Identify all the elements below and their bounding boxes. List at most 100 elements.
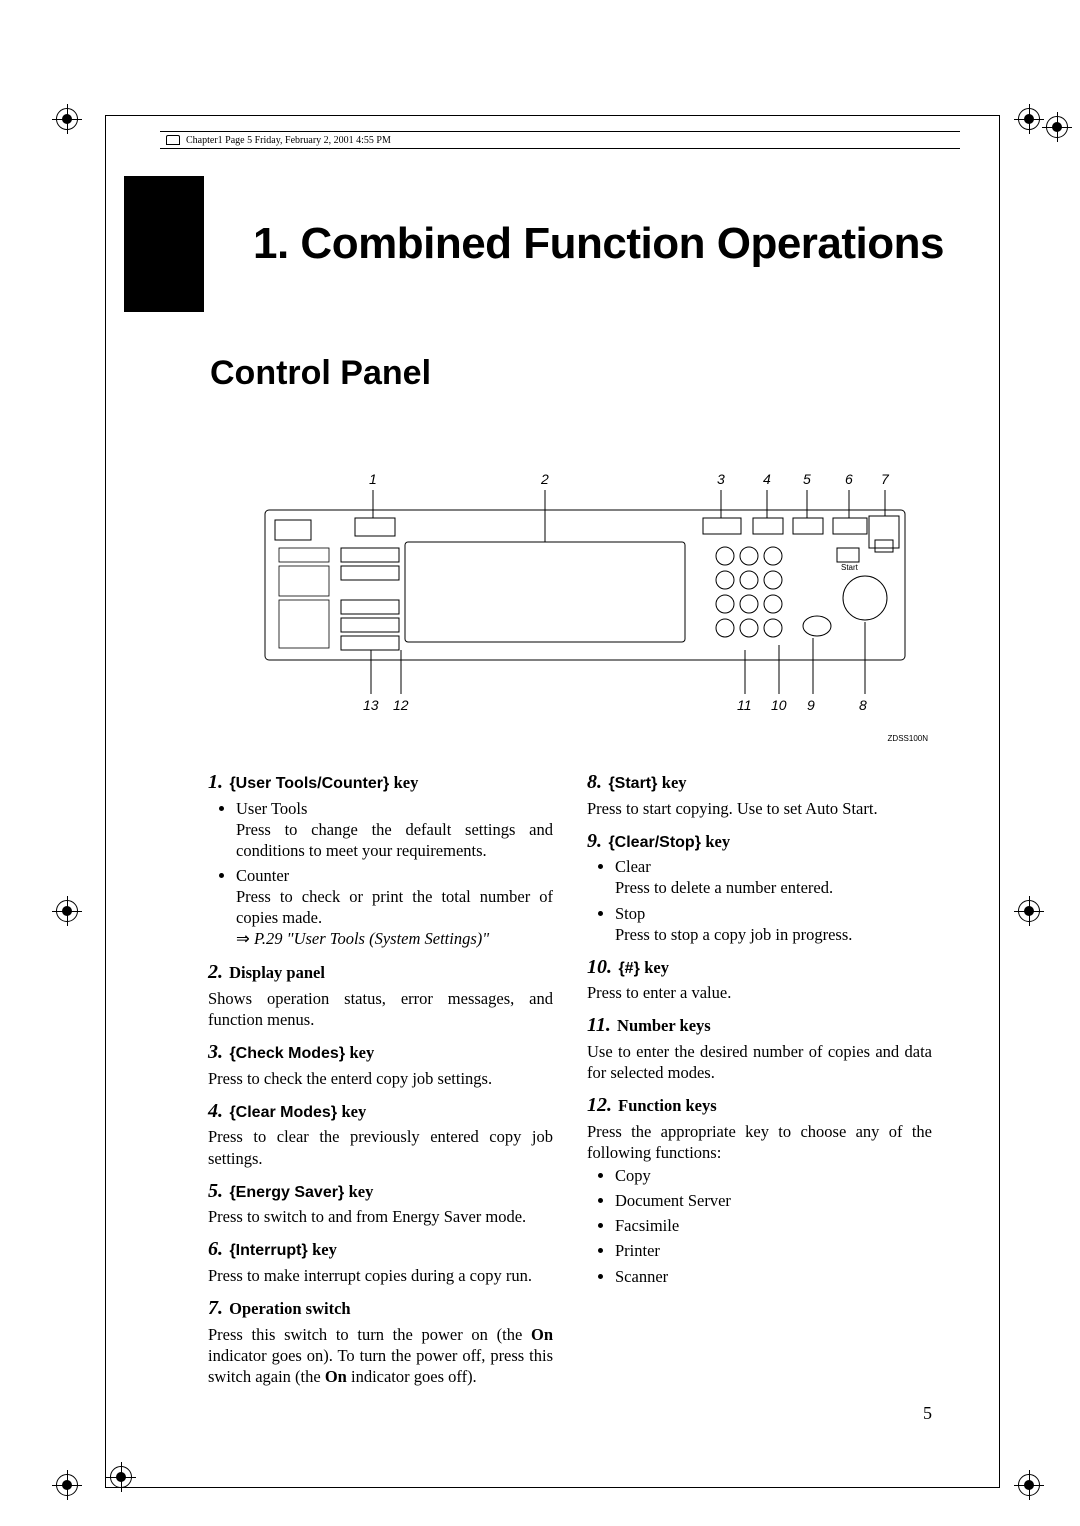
item-plain-title: Number keys — [613, 1016, 711, 1035]
fn-list-item: Facsimile — [615, 1215, 932, 1236]
body-item: 8. {Start} keyPress to start copying. Us… — [587, 770, 932, 819]
item-heading: 5. {Energy Saver} key — [208, 1179, 553, 1205]
item-number: 10. — [587, 956, 612, 978]
reg-mark — [1018, 900, 1040, 922]
item-heading: 6. {Interrupt} key — [208, 1237, 553, 1263]
title-black-bar — [124, 176, 204, 312]
key-name: Interrupt — [236, 1242, 302, 1259]
item-heading: 9. {Clear/Stop} key — [587, 829, 932, 855]
sub-item: StopPress to stop a copy job in progress… — [615, 903, 932, 945]
key-name: Energy Saver — [236, 1184, 338, 1201]
body-item: 4. {Clear Modes} keyPress to clear the p… — [208, 1099, 553, 1169]
body-item: 12. Function keysPress the appropriate k… — [587, 1093, 932, 1286]
body-item: 11. Number keysUse to enter the desired … — [587, 1013, 932, 1083]
page-number: 5 — [923, 1403, 932, 1424]
item-text: Press to switch to and from Energy Saver… — [208, 1206, 553, 1227]
svg-text:8: 8 — [859, 697, 867, 713]
item-heading: 1. {User Tools/Counter} key — [208, 770, 553, 796]
sub-item: CounterPress to check or print the total… — [236, 865, 553, 950]
key-name: Start — [615, 775, 651, 792]
svg-text:11: 11 — [737, 697, 752, 713]
header-meta: Chapter1 Page 5 Friday, February 2, 2001… — [160, 131, 960, 149]
item-number: 3. — [208, 1041, 223, 1063]
item-plain-title: Function keys — [614, 1096, 717, 1115]
reg-mark — [1018, 1474, 1040, 1496]
svg-text:9: 9 — [807, 697, 815, 713]
item-number: 4. — [208, 1100, 223, 1122]
body-columns: 1. {User Tools/Counter} keyUser ToolsPre… — [208, 770, 932, 1446]
figure-code: ZDSS100N — [888, 734, 928, 743]
reg-mark — [56, 108, 78, 130]
sub-list: ClearPress to delete a number entered. St… — [587, 856, 932, 944]
svg-text:10: 10 — [771, 697, 787, 713]
item-number: 5. — [208, 1180, 223, 1202]
book-icon — [166, 135, 180, 145]
item-number: 11. — [587, 1014, 611, 1036]
header-meta-text: Chapter1 Page 5 Friday, February 2, 2001… — [186, 135, 391, 146]
reg-mark — [56, 1474, 78, 1496]
item-heading: 4. {Clear Modes} key — [208, 1099, 553, 1125]
fn-list-item: Scanner — [615, 1266, 932, 1287]
item-number: 9. — [587, 830, 602, 852]
key-name: Clear Modes — [236, 1104, 331, 1121]
svg-text:1: 1 — [369, 471, 377, 487]
item-heading: 3. {Check Modes} key — [208, 1040, 553, 1066]
item-text: Press to make interrupt copies during a … — [208, 1265, 553, 1286]
item-text: Shows operation status, error messages, … — [208, 988, 553, 1030]
chapter-title: 1. Combined Function Operations — [253, 221, 944, 267]
control-panel-diagram: 1234567 — [245, 470, 925, 720]
item-text: Press to clear the previously entered co… — [208, 1126, 553, 1168]
item-plain-title: Display panel — [225, 963, 325, 982]
reg-mark — [1046, 116, 1068, 138]
body-item: 1. {User Tools/Counter} keyUser ToolsPre… — [208, 770, 553, 950]
item-text: Press to start copying. Use to set Auto … — [587, 798, 932, 819]
item-number: 8. — [587, 771, 602, 793]
item-heading: 10. {#} key — [587, 955, 932, 981]
body-item: 2. Display panelShows operation status, … — [208, 960, 553, 1030]
item-number: 7. — [208, 1297, 223, 1319]
item-plain-title: Operation switch — [225, 1299, 351, 1318]
key-name: Clear/Stop — [615, 834, 695, 851]
body-item: 7. Operation switch Press this switch to … — [208, 1296, 553, 1387]
body-item: 3. {Check Modes} keyPress to check the e… — [208, 1040, 553, 1089]
sub-item: User ToolsPress to change the default se… — [236, 798, 553, 861]
svg-text:12: 12 — [393, 697, 409, 713]
fn-list-item: Printer — [615, 1240, 932, 1261]
diagram-svg: 1234567 — [245, 470, 925, 720]
svg-text:7: 7 — [881, 471, 890, 487]
sub-item: ClearPress to delete a number entered. — [615, 856, 932, 898]
item-text: Press the appropriate key to choose any … — [587, 1121, 932, 1163]
item-number: 2. — [208, 961, 223, 983]
item-heading: 8. {Start} key — [587, 770, 932, 796]
svg-text:4: 4 — [763, 471, 771, 487]
item-heading: 12. Function keys — [587, 1093, 932, 1119]
svg-text:13: 13 — [363, 697, 379, 713]
key-name: Check Modes — [236, 1045, 339, 1062]
body-item: 6. {Interrupt} keyPress to make interrup… — [208, 1237, 553, 1286]
body-item: 5. {Energy Saver} keyPress to switch to … — [208, 1179, 553, 1228]
body-item: 9. {Clear/Stop} keyClearPress to delete … — [587, 829, 932, 945]
svg-text:3: 3 — [717, 471, 725, 487]
svg-text:6: 6 — [845, 471, 853, 487]
item-text: Press this switch to turn the power on (… — [208, 1324, 553, 1387]
key-name: User Tools/Counter — [236, 775, 383, 792]
item-number: 6. — [208, 1238, 223, 1260]
section-title: Control Panel — [210, 354, 431, 393]
item-text: Use to enter the desired number of copie… — [587, 1041, 932, 1083]
fn-list-item: Document Server — [615, 1190, 932, 1211]
item-heading: 11. Number keys — [587, 1013, 932, 1039]
page-root: Chapter1 Page 5 Friday, February 2, 2001… — [0, 0, 1080, 1526]
svg-text:Start: Start — [841, 563, 859, 572]
item-text: Press to check the enterd copy job setti… — [208, 1068, 553, 1089]
svg-text:2: 2 — [540, 471, 549, 487]
fn-list-item: Copy — [615, 1165, 932, 1186]
reg-mark — [56, 900, 78, 922]
item-number: 1. — [208, 771, 223, 793]
key-name: # — [625, 960, 634, 977]
sub-list: User ToolsPress to change the default se… — [208, 798, 553, 951]
svg-text:5: 5 — [803, 471, 811, 487]
body-item: 10. {#} keyPress to enter a value. — [587, 955, 932, 1004]
item-number: 12. — [587, 1094, 612, 1116]
item-heading: 2. Display panel — [208, 960, 553, 986]
fn-list: Copy Document Server Facsimile Printer Scann… — [587, 1165, 932, 1287]
